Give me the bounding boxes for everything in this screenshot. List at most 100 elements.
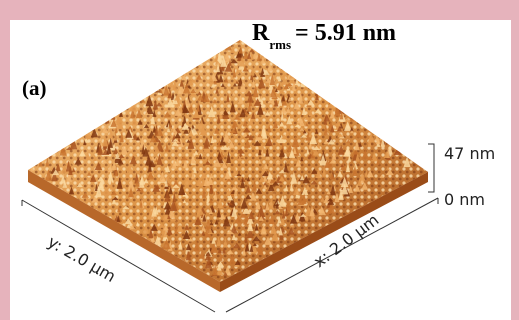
surface-spike xyxy=(38,158,43,167)
surface-spike xyxy=(214,60,221,65)
surface-spike xyxy=(267,124,272,133)
surface-spike xyxy=(229,101,236,113)
surface-spike xyxy=(265,148,270,157)
surface-spike xyxy=(108,164,113,172)
surface-spike xyxy=(164,190,171,202)
surface-spike xyxy=(255,201,262,210)
surface-spike xyxy=(174,108,182,116)
surface-spike xyxy=(154,123,159,136)
surface-spike xyxy=(139,199,143,208)
surface-spike xyxy=(291,136,300,148)
surface-spike xyxy=(248,210,255,220)
surface-spike xyxy=(345,161,350,172)
surface-spike xyxy=(232,67,237,78)
surface-spike xyxy=(186,243,192,251)
surface-spike xyxy=(90,174,97,182)
surface-spike xyxy=(268,182,275,192)
surface-spike xyxy=(367,155,374,161)
surface-spike xyxy=(299,174,305,181)
surface-spike xyxy=(125,129,133,138)
surface-spike xyxy=(135,108,143,119)
surface-spike xyxy=(271,229,279,242)
surface-spike xyxy=(226,151,231,164)
surface-spike xyxy=(154,235,162,245)
surface-spike xyxy=(107,170,114,183)
surface-spike xyxy=(303,207,307,212)
surface-spike xyxy=(210,83,216,88)
surface-spike xyxy=(318,209,327,216)
surface-spike xyxy=(117,158,124,165)
surface-spike xyxy=(52,169,60,176)
surface-spike xyxy=(193,239,200,252)
surface-spike xyxy=(254,223,259,231)
surface-spike xyxy=(228,140,235,149)
surface-spike xyxy=(354,139,360,151)
surface-spike xyxy=(147,160,152,172)
surface-spike xyxy=(232,242,241,249)
surface-spike xyxy=(196,100,200,112)
surface-spike xyxy=(167,214,171,219)
surface-spike xyxy=(252,85,259,97)
surface-spike xyxy=(268,197,274,210)
surface-spike xyxy=(289,182,294,191)
surface-spike xyxy=(237,155,242,161)
surface-spike xyxy=(246,215,254,224)
surface-spike xyxy=(415,142,419,152)
surface-spike xyxy=(246,227,254,239)
surface-spike xyxy=(334,94,339,102)
surface-spike xyxy=(384,120,390,131)
surface-spike xyxy=(227,194,234,201)
surface-spike xyxy=(112,147,119,155)
surface-spike xyxy=(110,119,117,127)
surface-spike xyxy=(152,109,157,117)
surface-spike xyxy=(105,114,110,124)
surface-spike xyxy=(117,205,121,213)
surface-spike xyxy=(403,144,411,149)
surface-spike xyxy=(263,173,268,182)
surface-spike xyxy=(295,159,302,167)
surface-spike xyxy=(330,124,335,133)
surface-spike xyxy=(223,51,231,63)
surface-spike xyxy=(237,94,244,104)
surface-spike xyxy=(156,153,163,165)
surface-spike xyxy=(276,82,282,91)
surface-spike xyxy=(51,170,58,182)
surface-spike xyxy=(373,132,380,136)
surface-spike xyxy=(208,207,213,215)
surface-spike xyxy=(172,138,179,142)
surface-spike xyxy=(311,168,318,174)
surface-spike xyxy=(151,236,156,243)
surface-spike xyxy=(352,162,359,170)
surface-spike xyxy=(375,136,381,145)
surface-spike xyxy=(203,175,210,186)
surface-spike xyxy=(391,125,395,137)
surface-spike xyxy=(76,182,83,188)
surface-spike xyxy=(238,232,242,236)
surface-spike xyxy=(197,94,204,101)
surface-spike xyxy=(256,244,264,256)
surface-spike xyxy=(300,134,308,138)
surface-spike xyxy=(350,108,357,120)
surface-spike xyxy=(329,108,335,119)
surface-spike xyxy=(354,129,362,138)
surface-spike xyxy=(196,206,205,215)
surface-spike xyxy=(182,199,187,204)
surface-spike xyxy=(216,66,224,75)
surface-spike xyxy=(172,93,178,105)
surface-spike xyxy=(197,91,202,95)
surface-spike xyxy=(293,100,300,110)
surface-spike xyxy=(62,180,68,188)
surface-spike xyxy=(323,140,329,144)
surface-spike xyxy=(334,120,342,127)
surface-spike xyxy=(230,137,235,141)
surface-spike xyxy=(93,154,97,162)
surface-spike xyxy=(341,183,349,195)
surface-spike xyxy=(143,123,150,129)
surface-spike xyxy=(239,55,245,67)
surface-spike xyxy=(247,51,252,59)
surface-spike xyxy=(173,237,178,242)
surface-spike xyxy=(223,77,229,83)
surface-spike xyxy=(304,116,310,120)
surface-spike xyxy=(131,133,139,140)
surface-spike xyxy=(278,195,287,207)
